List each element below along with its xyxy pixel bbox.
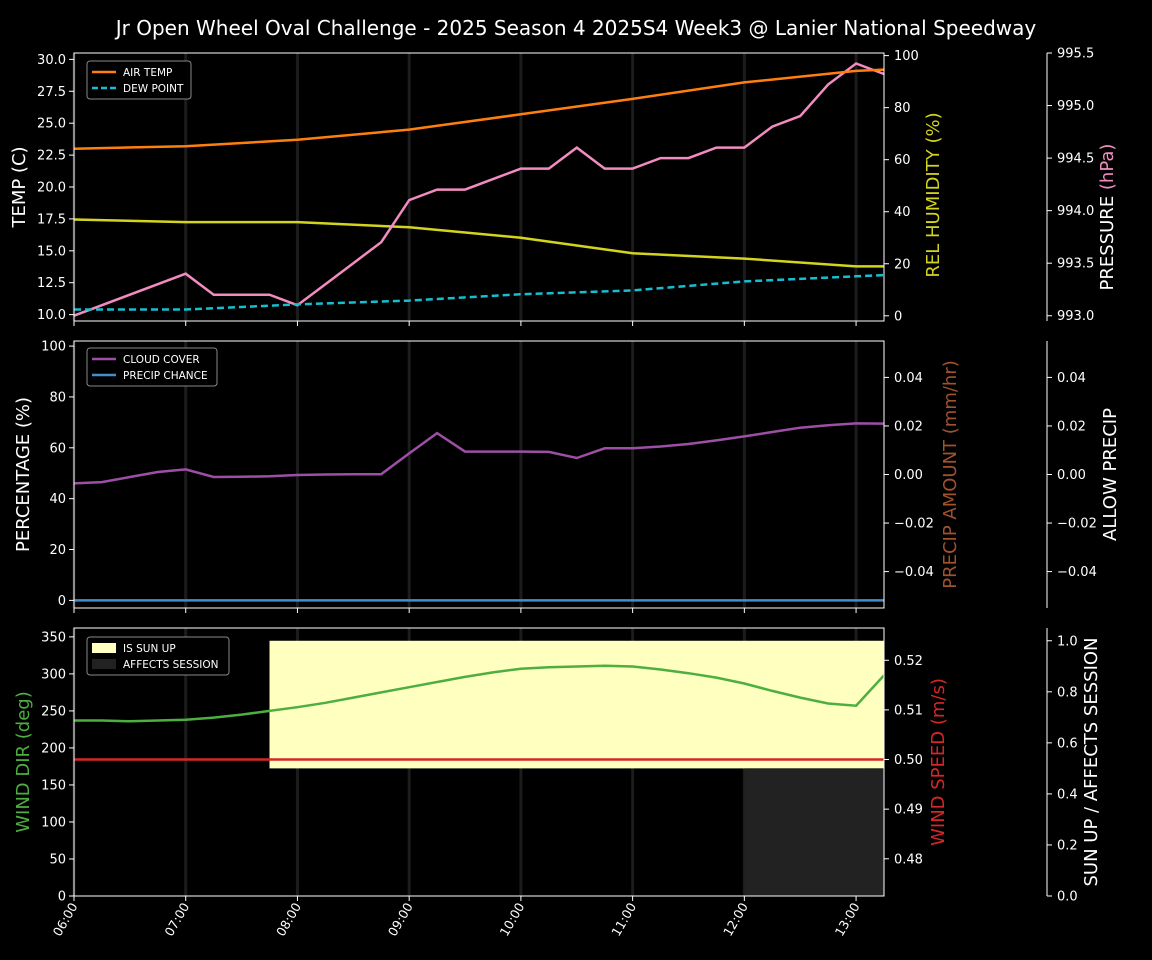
- y-tick-label: 0: [58, 594, 66, 609]
- y-tick-label-right: 994.0: [1057, 204, 1094, 219]
- y-tick-label: 15.0: [37, 244, 66, 259]
- y-tick-label-right: 993.5: [1057, 257, 1094, 272]
- y-tick-label: 20.0: [37, 181, 66, 196]
- legend-box: [86, 347, 218, 387]
- pressure-label-unit: (hPa): [1097, 144, 1118, 196]
- y-axis-label-wind-dir: WIND DIR (deg): [13, 691, 34, 833]
- y-tick-label: 10.0: [37, 308, 66, 323]
- legend-box: [86, 60, 192, 100]
- legend-label: IS SUN UP: [123, 643, 176, 655]
- y-tick-label-right: 0.02: [1057, 419, 1086, 434]
- legend-swatch: [92, 643, 116, 653]
- y-tick-label-right: 0.6: [1057, 736, 1078, 751]
- y-tick-label-right: 40: [894, 205, 911, 220]
- y-tick-label: 150: [41, 778, 66, 793]
- y-tick-label: 50: [49, 852, 66, 867]
- y-tick-label-right: 0.00: [894, 468, 923, 483]
- y-tick-label: 20: [49, 543, 66, 558]
- legend-label: AFFECTS SESSION: [123, 659, 219, 671]
- cloud-cover-line: [73, 422, 885, 485]
- y-tick-label-right: 0.00: [1057, 468, 1086, 483]
- y-tick-label-right: −0.04: [1057, 565, 1097, 580]
- y-tick-label-right: −0.02: [894, 517, 934, 532]
- legend-label: CLOUD COVER: [123, 354, 200, 366]
- y-tick-label-right: 0.48: [894, 852, 923, 867]
- y-tick-label: 40: [49, 492, 66, 507]
- y-tick-label: 100: [41, 815, 66, 830]
- y-tick-label: 100: [41, 340, 66, 355]
- y-tick-label: 25.0: [37, 117, 66, 132]
- y-tick-label: 12.5: [37, 276, 66, 291]
- y-axis-label-pressure: PRESSURE (hPa): [1097, 144, 1118, 291]
- air-temp-line: [73, 68, 885, 150]
- y-tick-label-right: −0.02: [1057, 517, 1097, 532]
- y-tick-label-right: 0.02: [894, 419, 923, 434]
- affects-session-span: [744, 768, 884, 896]
- y-tick-label: 250: [41, 704, 66, 719]
- legend-label: AIR TEMP: [123, 67, 172, 79]
- y-tick-label: 200: [41, 741, 66, 756]
- legend-label: DEW POINT: [123, 83, 184, 95]
- pressure-line: [73, 62, 885, 317]
- plot-frame: [73, 627, 885, 897]
- y-tick-label-right: 0.52: [894, 654, 923, 669]
- y-tick-label: 60: [49, 441, 66, 456]
- y-tick-label-right: 0.50: [894, 753, 923, 768]
- y-tick-label-right: 0.49: [894, 803, 923, 818]
- y-tick-label: 17.5: [37, 212, 66, 227]
- legend-label: PRECIP CHANCE: [123, 370, 208, 382]
- y-tick-label-right: 995.5: [1057, 47, 1094, 62]
- wind-dir-line: [74, 664, 885, 723]
- y-tick-label-right: 1.0: [1057, 634, 1078, 649]
- y-tick-label: 22.5: [37, 149, 66, 164]
- y-tick-label: 0: [58, 890, 66, 905]
- panel-temperature: 10.0 12.5 15.0 17.5 20.0 22.5 25.0 27.5 30.0 0 20 4…: [9, 47, 1118, 326]
- y-axis-label-precip-amount: PRECIP AMOUNT (mm/hr): [940, 360, 961, 589]
- y-tick-label-right: 0.04: [894, 371, 923, 386]
- y-tick-label-right: 995.0: [1057, 99, 1094, 114]
- y-axis-label-percentage: PERCENTAGE (%): [13, 397, 34, 552]
- y-tick-label-right: 0.4: [1057, 787, 1078, 802]
- y-axis-label-humidity: REL HUMIDITY (%): [923, 112, 944, 277]
- y-tick-label-right: 0.0: [1057, 890, 1078, 905]
- legend-swatch: [92, 659, 116, 669]
- y-tick-label: 350: [41, 630, 66, 645]
- y-tick-label-right: 60: [894, 153, 911, 168]
- y-tick-label-right: 0: [894, 309, 902, 324]
- pressure-label-main: PRESSURE: [1097, 196, 1118, 291]
- y-tick-label-right: 0.8: [1057, 685, 1078, 700]
- y-tick-label-right: −0.04: [894, 565, 934, 580]
- rel-humidity-line: [73, 218, 884, 268]
- y-tick-label-right: 80: [894, 101, 911, 116]
- panel-clouds: 0 20 40 60 80 100 −0.04 −0.02 0.00 0.02 0.04 −0.04 −…: [13, 340, 1121, 613]
- y-tick-label-right: 20: [894, 257, 911, 272]
- y-tick-label: 300: [41, 667, 66, 682]
- panel-wind: 0 50 100 150 200 250 300 350 0.48 0.49 0.50 0.51 0.5…: [13, 627, 1102, 939]
- y-axis-label-temp: TEMP (C): [9, 146, 30, 228]
- y-tick-label-right: 0.04: [1057, 371, 1086, 386]
- y-tick-label: 30.0: [37, 53, 66, 68]
- y-tick-label-right: 100: [894, 49, 919, 64]
- y-tick-label: 27.5: [37, 85, 66, 100]
- chart-title: Jr Open Wheel Oval Challenge - 2025 Seas…: [114, 16, 1037, 40]
- sun-up-span: [269, 640, 885, 769]
- y-axis-label-wind-speed: WIND SPEED (m/s): [928, 678, 949, 846]
- y-axis-label-allow-precip: ALLOW PRECIP: [1100, 408, 1121, 541]
- y-tick-label: 80: [49, 390, 66, 405]
- y-axis-label-sun-up: SUN UP / AFFECTS SESSION: [1081, 637, 1102, 886]
- y-tick-label-right: 993.0: [1057, 309, 1094, 324]
- y-tick-label-right: 0.51: [894, 703, 923, 718]
- y-tick-label-right: 0.2: [1057, 838, 1078, 853]
- y-tick-label-right: 994.5: [1057, 152, 1094, 167]
- dew-point-line: [74, 273, 885, 311]
- legend-box: [86, 636, 230, 676]
